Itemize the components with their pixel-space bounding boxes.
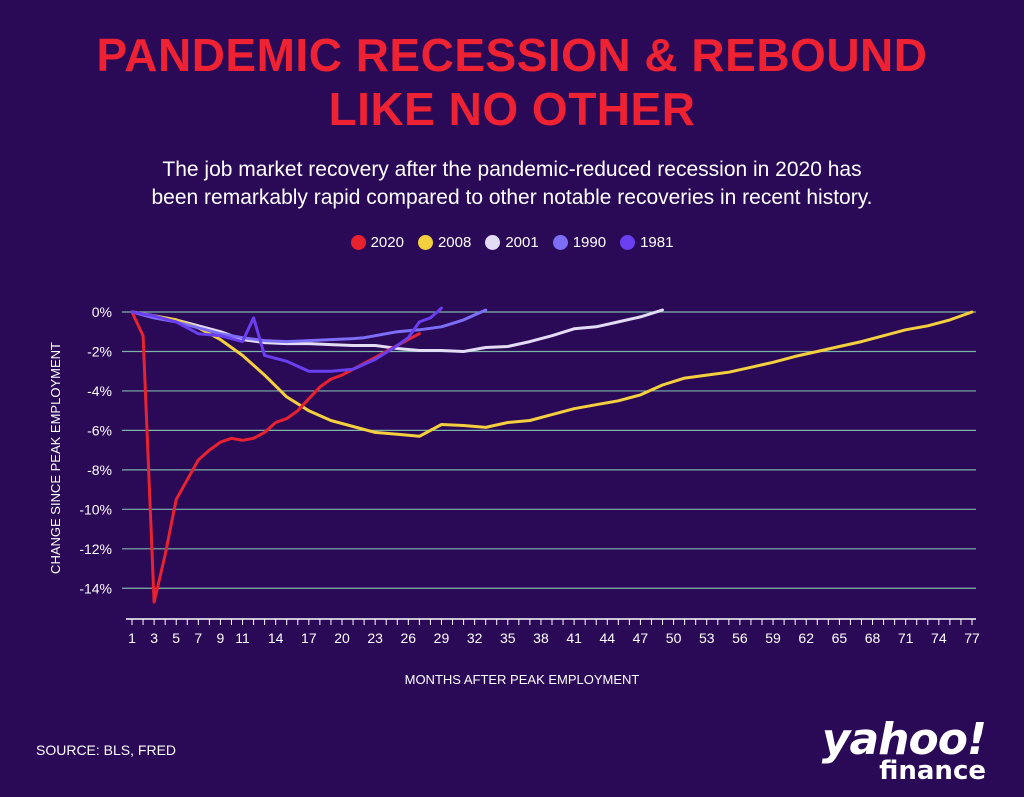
y-tick-label: -6%	[87, 422, 112, 438]
legend-swatch	[620, 235, 636, 250]
x-tick-label: 59	[765, 630, 781, 646]
series-line-2020	[130, 310, 421, 604]
series-line-1990	[130, 308, 488, 344]
x-tick-label: 35	[500, 630, 516, 646]
x-tick-label: 11	[235, 630, 250, 646]
chart-title: PANDEMIC RECESSION & REBOUND LIKE NO OTH…	[0, 28, 1024, 136]
legend-label: 2008	[437, 234, 472, 251]
legend-label: 1981	[640, 234, 674, 251]
series-line-2008	[130, 310, 974, 438]
x-tick-label: 38	[533, 630, 549, 646]
x-tick-label: 17	[301, 630, 317, 646]
legend-item-1990: 1990	[552, 234, 607, 251]
y-tick-label: -4%	[87, 383, 112, 399]
x-tick-label: 9	[217, 630, 225, 646]
x-tick-label: 77	[964, 630, 980, 646]
x-tick-label: 14	[268, 630, 284, 646]
x-tick-label: 20	[334, 630, 350, 646]
x-tick-label: 62	[798, 630, 814, 646]
y-tick-label: -10%	[79, 501, 112, 517]
legend-item-2008: 2008	[417, 234, 472, 251]
x-tick-label: 41	[566, 630, 582, 646]
series-line-1981	[130, 306, 443, 373]
x-tick-label: 26	[401, 630, 417, 646]
series-line-2001	[130, 308, 664, 353]
y-tick-label: -2%	[87, 343, 112, 359]
legend-item-2020: 2020	[350, 234, 404, 251]
chart-legend: 2020 2008 2001 1990 1981	[0, 234, 1024, 251]
y-tick-label: -8%	[87, 462, 112, 478]
subtitle-line-2: been remarkably rapid compared to other …	[151, 186, 873, 209]
logo-main-text: yahoo!	[821, 714, 987, 765]
x-tick-label: 29	[434, 630, 450, 646]
legend-label: 1990	[572, 234, 607, 251]
x-tick-label: 44	[599, 630, 615, 646]
x-tick-label: 50	[666, 630, 682, 646]
x-tick-label: 68	[865, 630, 881, 646]
x-axis-title: MONTHS AFTER PEAK EMPLOYMENT	[405, 672, 640, 687]
y-axis-title: CHANGE SINCE PEAK EMPLOYMENT	[48, 342, 63, 574]
source-note: SOURCE: BLS, FRED	[36, 742, 177, 758]
title-line-2: LIKE NO OTHER	[328, 83, 696, 135]
x-tick-label: 23	[367, 630, 383, 646]
legend-swatch	[350, 235, 366, 250]
y-tick-label: 0%	[92, 304, 112, 320]
x-tick-label: 74	[931, 630, 947, 646]
x-tick-label: 7	[194, 630, 202, 646]
x-tick-label: 53	[699, 630, 715, 646]
x-tick-label: 3	[150, 630, 158, 646]
legend-swatch	[417, 235, 433, 250]
title-line-1: PANDEMIC RECESSION & REBOUND	[96, 29, 928, 81]
y-tick-label: -12%	[79, 541, 112, 557]
legend-item-2001: 2001	[485, 234, 539, 251]
x-tick-label: 71	[898, 630, 914, 646]
x-tick-label: 56	[732, 630, 748, 646]
x-tick-label: 47	[633, 630, 649, 646]
logo-sub-text: finance	[879, 756, 986, 786]
x-tick-label: 65	[832, 630, 848, 646]
x-tick-label: 1	[128, 630, 136, 646]
y-tick-label: -14%	[79, 580, 112, 596]
legend-label: 2020	[370, 234, 404, 251]
legend-item-1981: 1981	[620, 234, 673, 251]
legend-label: 2001	[505, 234, 539, 251]
chart-subtitle: The job market recovery after the pandem…	[0, 156, 1024, 212]
legend-swatch	[485, 235, 501, 250]
legend-swatch	[552, 235, 568, 250]
x-tick-label: 5	[172, 630, 180, 646]
subtitle-line-1: The job market recovery after the pandem…	[162, 158, 862, 181]
yahoo-finance-logo: yahoo! finance	[821, 714, 987, 786]
x-tick-label: 32	[467, 630, 483, 646]
